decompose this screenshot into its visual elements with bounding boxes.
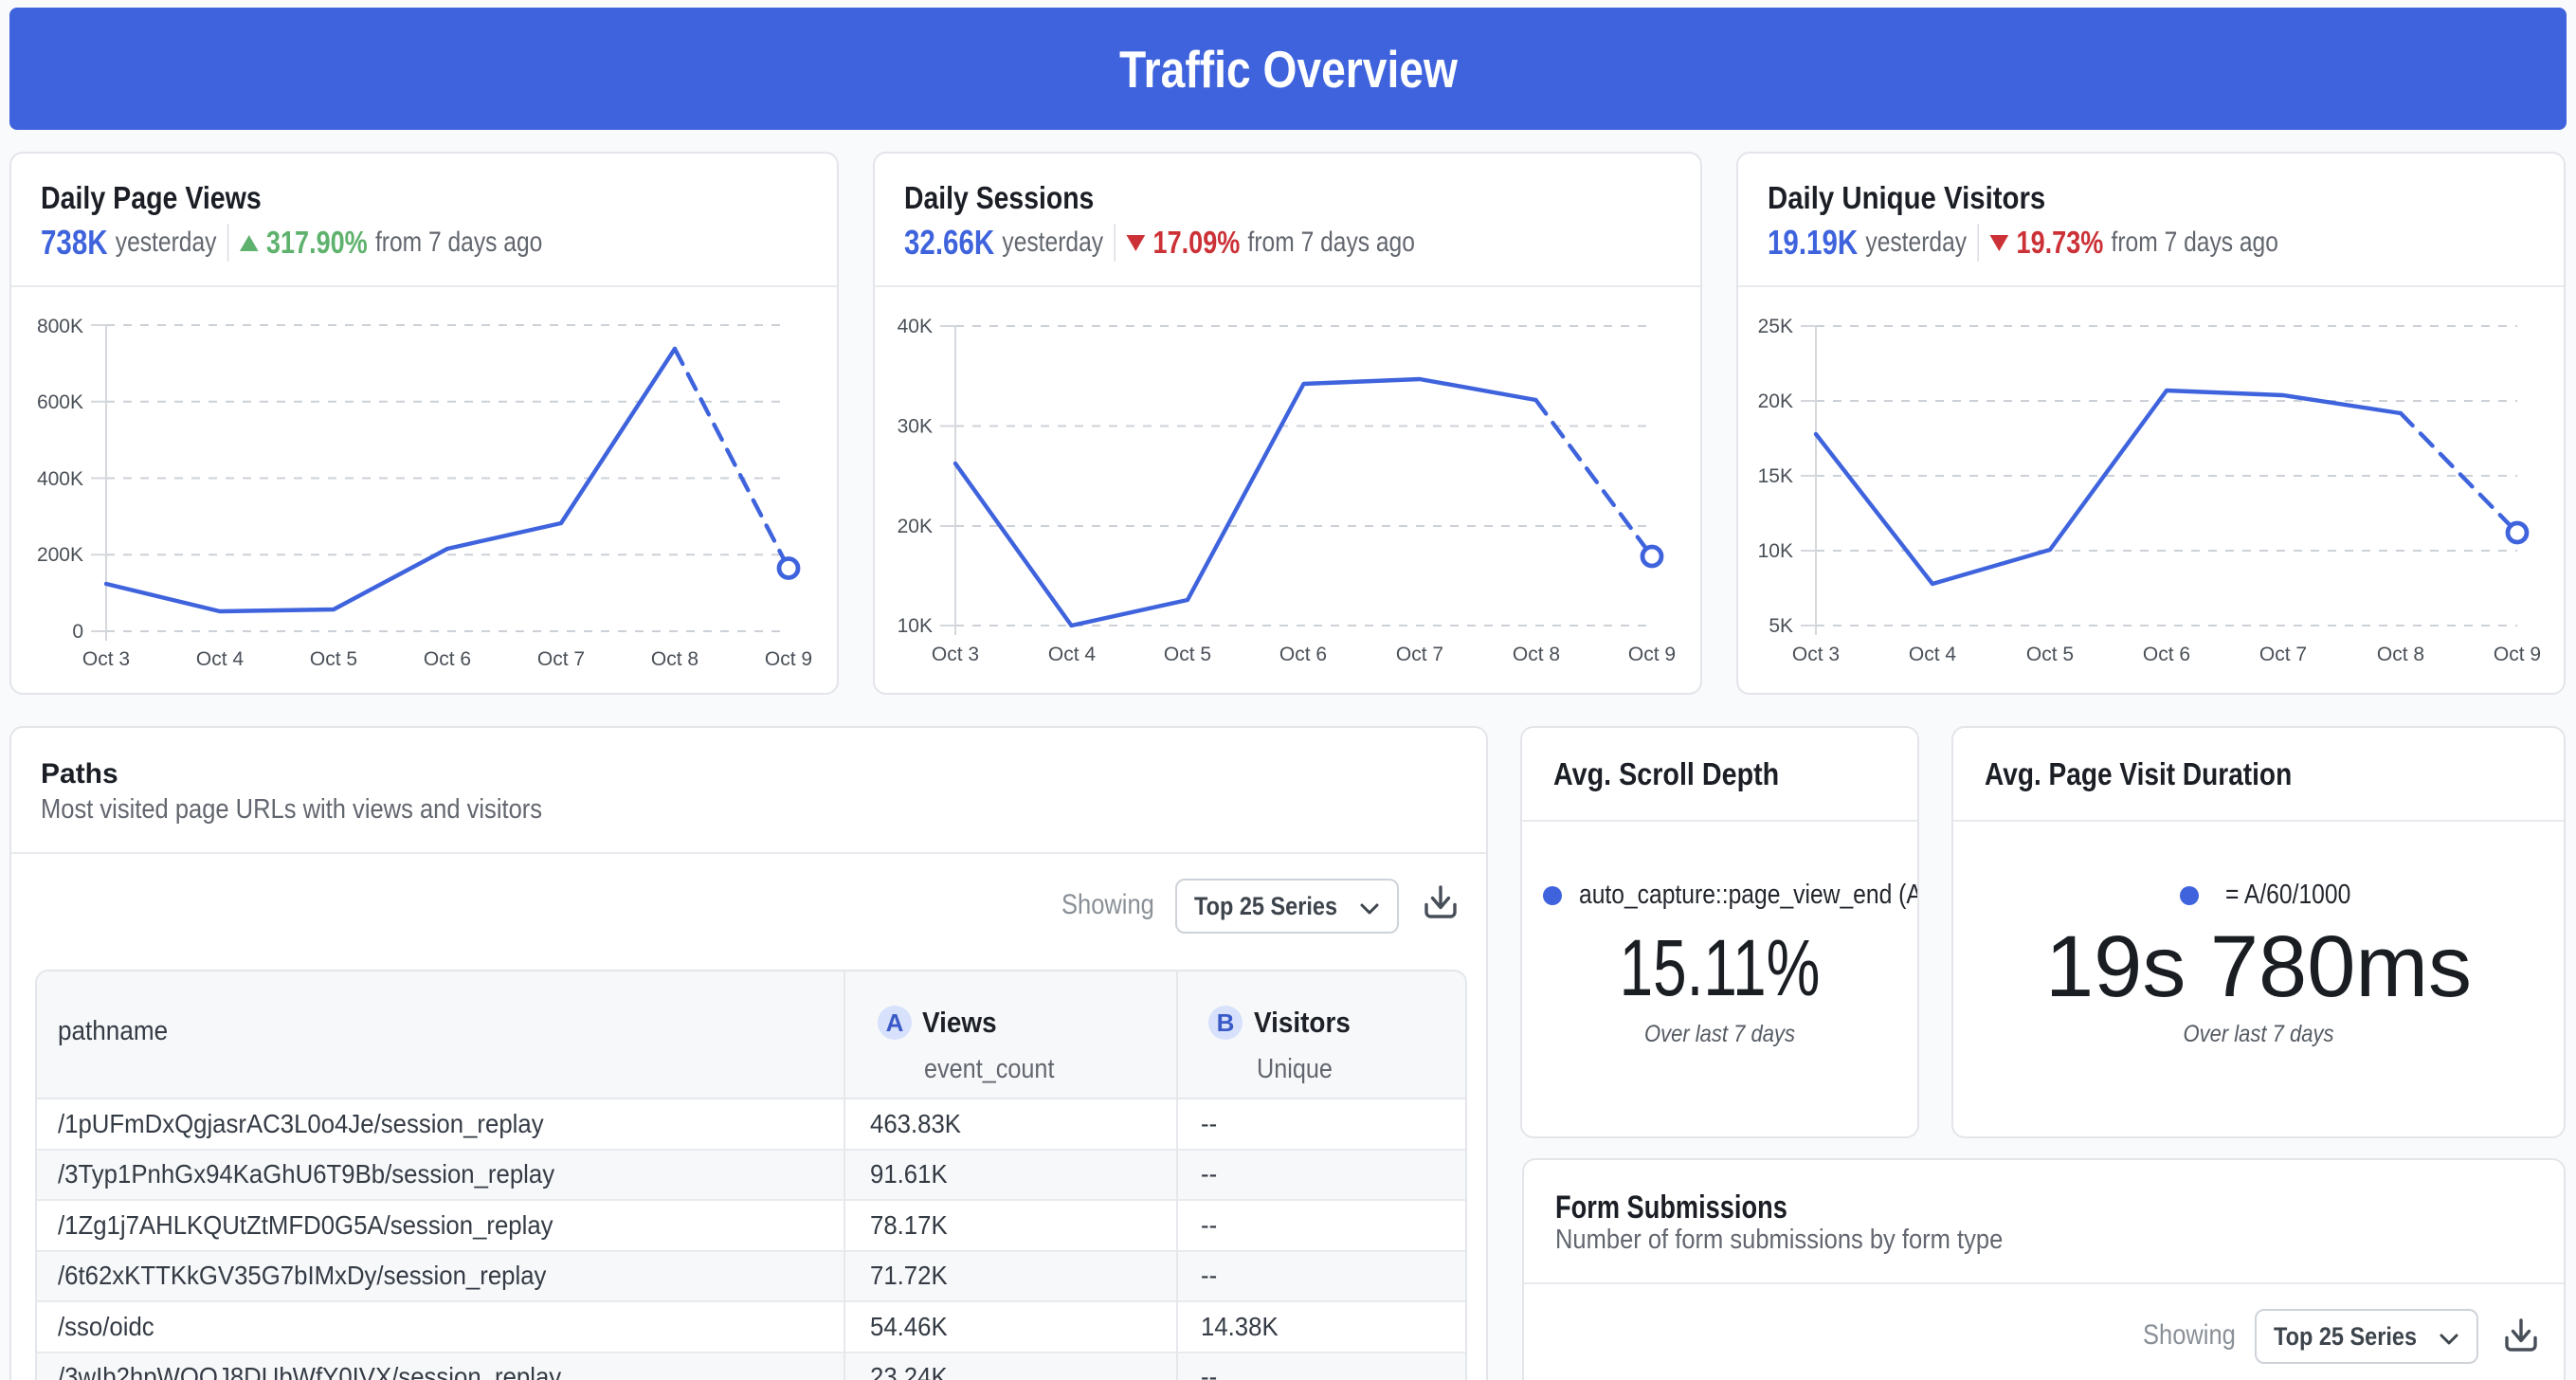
svg-text:Oct 4: Oct 4 xyxy=(196,648,245,670)
svg-text:Oct 8: Oct 8 xyxy=(651,648,698,670)
svg-text:Oct 9: Oct 9 xyxy=(2494,644,2541,665)
svg-text:800K: 800K xyxy=(37,316,83,337)
svg-text:20K: 20K xyxy=(1758,390,1793,412)
svg-text:Oct 6: Oct 6 xyxy=(424,648,471,670)
svg-text:0: 0 xyxy=(72,621,83,643)
svg-text:600K: 600K xyxy=(37,391,83,413)
svg-text:20K: 20K xyxy=(898,516,933,537)
svg-text:Oct 9: Oct 9 xyxy=(765,648,812,670)
svg-text:40K: 40K xyxy=(898,316,933,337)
svg-text:Oct 7: Oct 7 xyxy=(1396,644,1443,665)
svg-text:Oct 3: Oct 3 xyxy=(932,644,979,665)
svg-text:Oct 5: Oct 5 xyxy=(1164,644,1211,665)
svg-text:400K: 400K xyxy=(37,468,83,490)
svg-text:Oct 7: Oct 7 xyxy=(537,648,585,670)
svg-text:Oct 7: Oct 7 xyxy=(2259,644,2307,665)
svg-text:Oct 6: Oct 6 xyxy=(2143,644,2190,665)
svg-text:30K: 30K xyxy=(898,416,933,438)
svg-text:25K: 25K xyxy=(1758,316,1793,337)
svg-text:Oct 4: Oct 4 xyxy=(1909,644,1957,665)
svg-text:15K: 15K xyxy=(1758,465,1793,487)
svg-text:Oct 4: Oct 4 xyxy=(1048,644,1097,665)
svg-text:Oct 9: Oct 9 xyxy=(1628,644,1676,665)
svg-text:10K: 10K xyxy=(1758,540,1793,562)
svg-text:Oct 8: Oct 8 xyxy=(1513,644,1560,665)
svg-text:Oct 6: Oct 6 xyxy=(1279,644,1327,665)
svg-text:Oct 3: Oct 3 xyxy=(82,648,130,670)
svg-text:Oct 5: Oct 5 xyxy=(2026,644,2074,665)
svg-text:10K: 10K xyxy=(898,615,933,637)
svg-text:200K: 200K xyxy=(37,544,83,566)
svg-text:Oct 3: Oct 3 xyxy=(1792,644,1840,665)
svg-text:Oct 5: Oct 5 xyxy=(310,648,357,670)
svg-text:Oct 8: Oct 8 xyxy=(2377,644,2424,665)
svg-text:5K: 5K xyxy=(1769,615,1793,637)
